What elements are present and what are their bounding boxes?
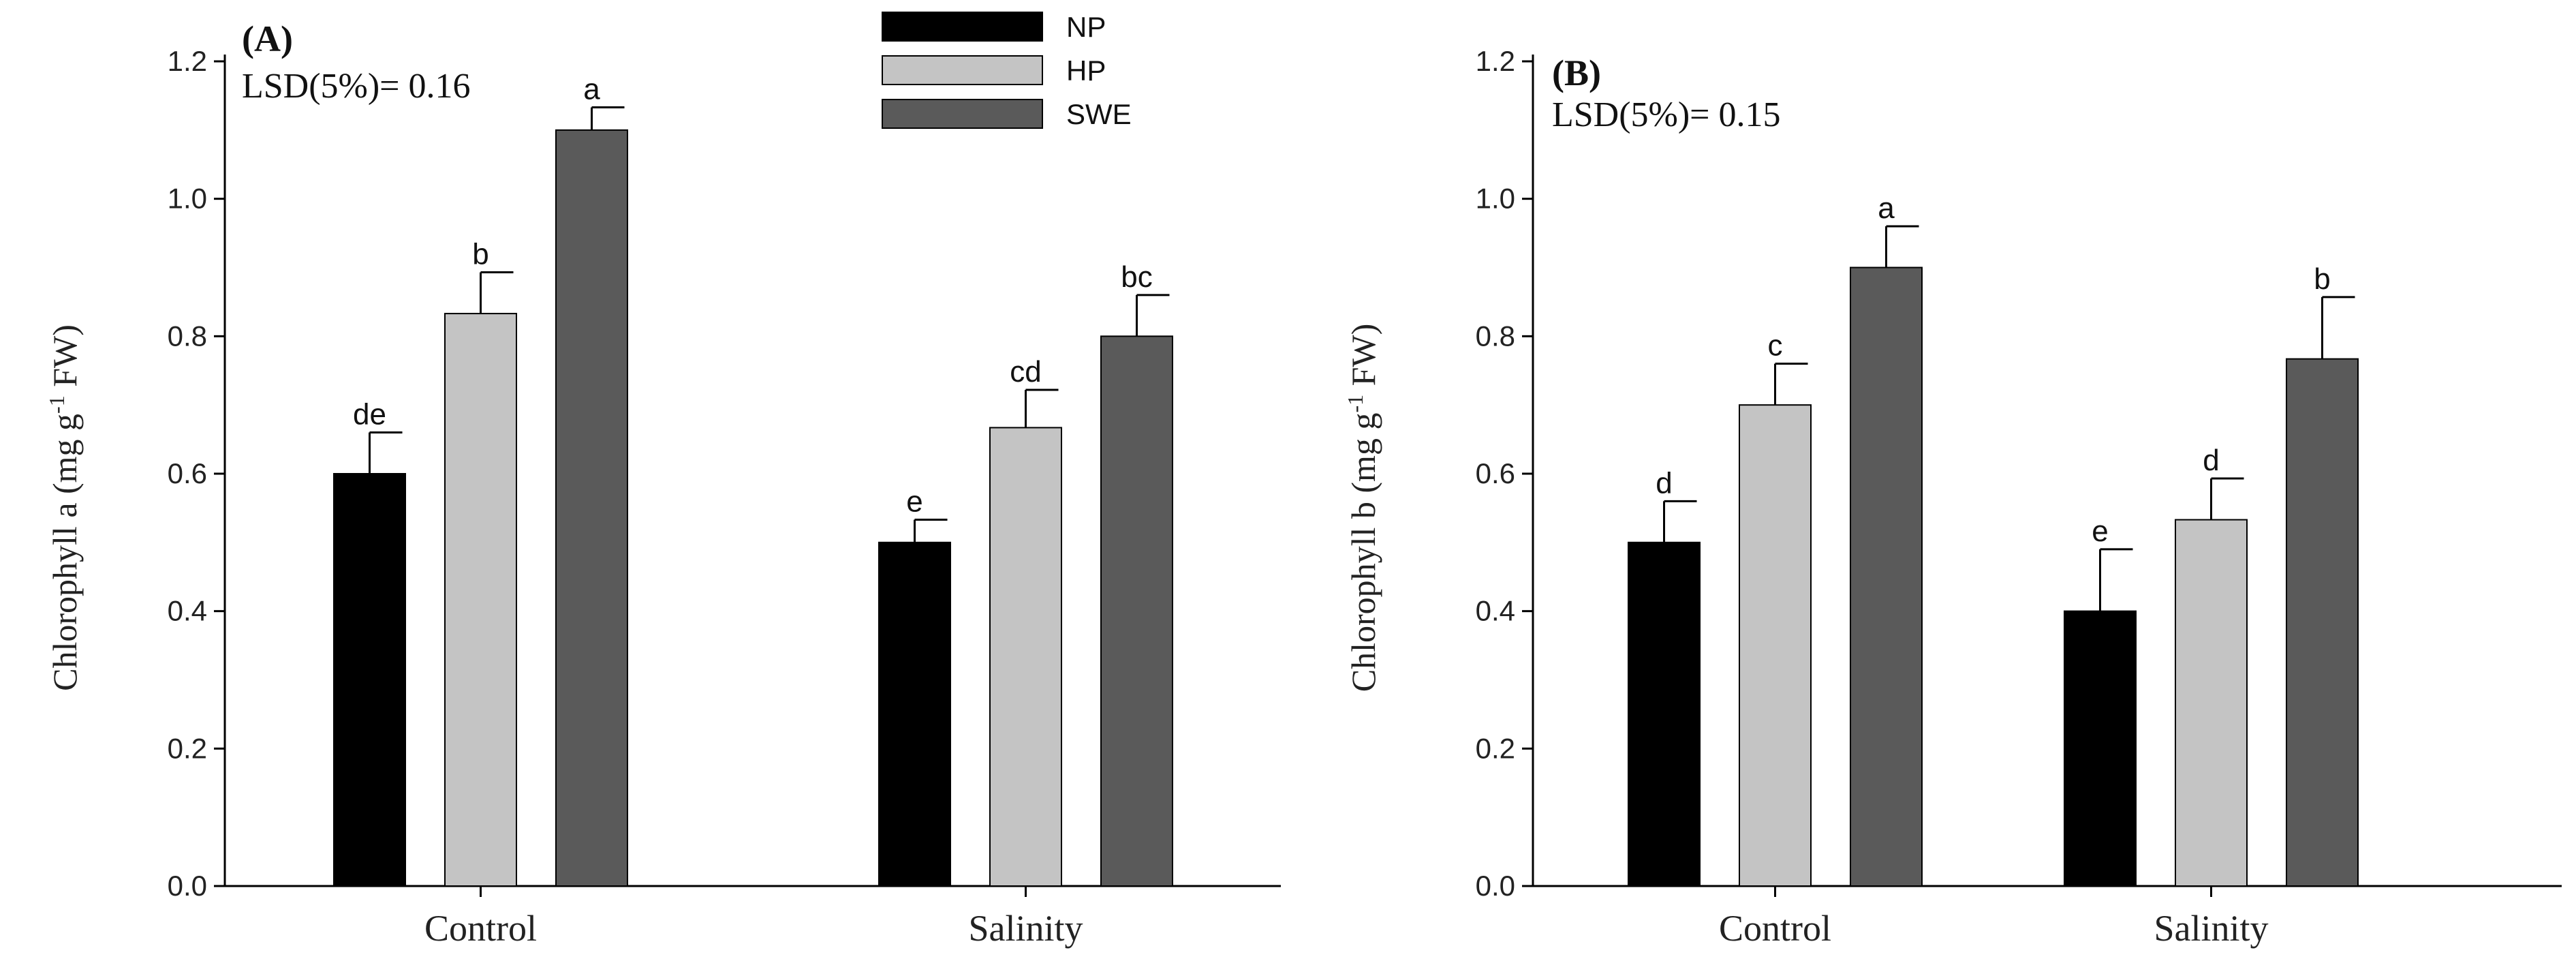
panel-a-significance-letter: bc <box>1121 260 1152 294</box>
panel-b-significance-letter: e <box>2092 515 2108 548</box>
legend-swatch-swe <box>882 99 1043 129</box>
panel-a-y-tick-label: 0.8 <box>168 320 207 352</box>
legend-label-swe: SWE <box>1066 98 1132 130</box>
panel-b-y-tick-label: 1.2 <box>1476 45 1515 77</box>
panel-a-y-axis-label: Chlorophyll a (mg g-1 FW) <box>44 324 84 691</box>
panel-b-y-tick-label: 0.2 <box>1476 732 1515 764</box>
legend-label-np: NP <box>1066 11 1106 43</box>
legend-label-hp: HP <box>1066 55 1106 87</box>
panel-b-lsd: LSD(5%)= 0.15 <box>1552 95 1781 134</box>
panel-a: (A) LSD(5%)= 0.16 Chlorophyll a (mg g-1 … <box>44 18 1281 949</box>
panel-b-bar-hp <box>2175 519 2248 887</box>
panel-a-category-label: Salinity <box>968 908 1083 949</box>
panel-b-label: (B) <box>1552 52 1601 93</box>
panel-b-y-tick-label: 1.0 <box>1476 183 1515 215</box>
panel-b-significance-letter: b <box>2314 262 2330 296</box>
panel-b-y-tick-label: 0.6 <box>1476 457 1515 489</box>
panel-b-y-tick-label: 0.4 <box>1476 595 1515 627</box>
panel-b-y-tick-label: 0.0 <box>1476 870 1515 902</box>
panel-b-bar-swe <box>2286 358 2359 887</box>
panel-a-y-tick-label: 0.2 <box>168 732 207 764</box>
legend: NP HP SWE <box>882 11 1132 130</box>
panel-b-y-axis-label: Chlorophyll b (mg g-1 FW) <box>1343 324 1382 692</box>
panel-a-y-tick-label: 0.6 <box>168 457 207 489</box>
panel-a-y-tick-label: 0.0 <box>168 870 207 902</box>
panel-a-bar-hp <box>444 313 517 887</box>
panel-a-significance-letter: cd <box>1010 355 1041 388</box>
panel-a-significance-letter: e <box>906 485 922 519</box>
panel-a-y-tick-label: 1.2 <box>168 45 207 77</box>
panel-b-y-tick-label: 0.8 <box>1476 320 1515 352</box>
panel-b-category-label: Salinity <box>2154 908 2268 949</box>
panel-a-bar-hp <box>989 427 1062 887</box>
panel-a-bar-np <box>878 541 951 887</box>
panel-a-category-label: Control <box>424 908 537 949</box>
panel-a-bar-np <box>333 473 406 887</box>
panel-b-bar-np <box>2064 610 2137 887</box>
panel-a-y-tick-label: 1.0 <box>168 183 207 215</box>
panel-a-significance-letter: a <box>583 73 600 106</box>
panel-b-bar-hp <box>1739 404 1812 887</box>
panel-b-significance-letter: c <box>1768 329 1783 363</box>
panel-a-lsd: LSD(5%)= 0.16 <box>242 67 471 106</box>
panel-b-bar-np <box>1628 541 1701 887</box>
panel-a-y-tick-label: 0.4 <box>168 595 207 627</box>
panel-a-bar-swe <box>555 129 628 887</box>
panel-b-bar-swe <box>1850 266 1923 887</box>
legend-swatch-hp <box>882 55 1043 85</box>
panel-b: (B) LSD(5%)= 0.15 Chlorophyll b (mg g-1 … <box>1343 45 2562 949</box>
panel-b-significance-letter: d <box>2203 444 2219 477</box>
panel-a-bar-swe <box>1100 335 1173 887</box>
panel-b-significance-letter: a <box>1878 192 1895 225</box>
panel-b-category-label: Control <box>1719 908 1831 949</box>
panel-a-significance-letter: b <box>472 238 488 271</box>
panel-a-label: (A) <box>242 18 293 59</box>
panel-b-significance-letter: d <box>1656 466 1672 500</box>
legend-swatch-np <box>882 12 1043 42</box>
panel-a-significance-letter: de <box>353 398 386 431</box>
